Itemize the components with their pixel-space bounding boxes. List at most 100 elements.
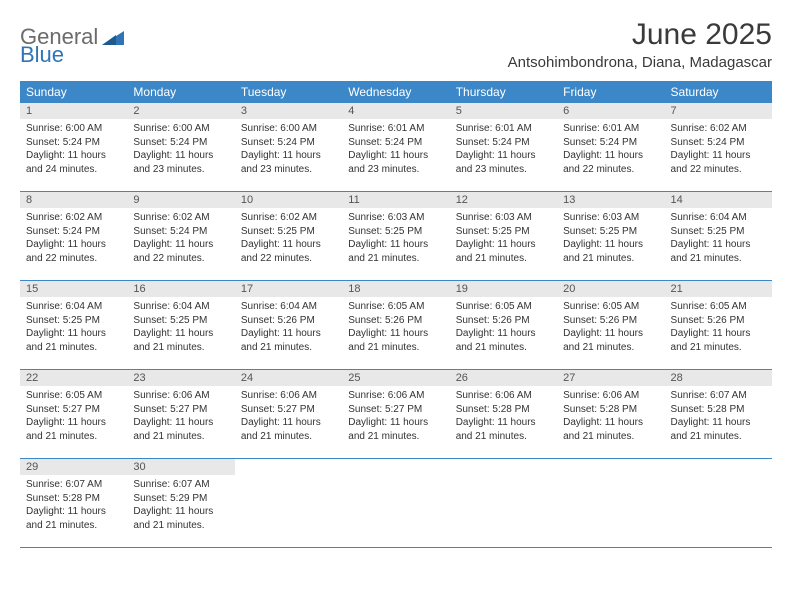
day-cell: 17Sunrise: 6:04 AMSunset: 5:26 PMDayligh… — [235, 281, 342, 369]
day-number: 17 — [235, 281, 342, 297]
dow-tuesday: Tuesday — [235, 81, 342, 103]
day-number: 26 — [450, 370, 557, 386]
day-line: Daylight: 11 hours — [133, 327, 228, 341]
day-body: Sunrise: 6:04 AMSunset: 5:26 PMDaylight:… — [235, 297, 342, 358]
dow-thursday: Thursday — [450, 81, 557, 103]
day-cell: 13Sunrise: 6:03 AMSunset: 5:25 PMDayligh… — [557, 192, 664, 280]
day-line: Sunrise: 6:06 AM — [563, 389, 658, 403]
day-number: 20 — [557, 281, 664, 297]
day-cell: 10Sunrise: 6:02 AMSunset: 5:25 PMDayligh… — [235, 192, 342, 280]
day-cell: 12Sunrise: 6:03 AMSunset: 5:25 PMDayligh… — [450, 192, 557, 280]
day-line: Sunrise: 6:01 AM — [456, 122, 551, 136]
day-line: Daylight: 11 hours — [26, 327, 121, 341]
day-number: 10 — [235, 192, 342, 208]
day-line: Daylight: 11 hours — [26, 416, 121, 430]
day-line: Sunset: 5:24 PM — [26, 225, 121, 239]
day-line: Daylight: 11 hours — [563, 327, 658, 341]
day-body: Sunrise: 6:02 AMSunset: 5:24 PMDaylight:… — [127, 208, 234, 269]
day-cell: 15Sunrise: 6:04 AMSunset: 5:25 PMDayligh… — [20, 281, 127, 369]
day-cell: 1Sunrise: 6:00 AMSunset: 5:24 PMDaylight… — [20, 103, 127, 191]
day-line: Daylight: 11 hours — [348, 416, 443, 430]
day-number: 22 — [20, 370, 127, 386]
day-body: Sunrise: 6:06 AMSunset: 5:27 PMDaylight:… — [342, 386, 449, 447]
day-body: Sunrise: 6:01 AMSunset: 5:24 PMDaylight:… — [557, 119, 664, 180]
day-line: Sunrise: 6:04 AM — [133, 300, 228, 314]
day-cell: 29Sunrise: 6:07 AMSunset: 5:28 PMDayligh… — [20, 459, 127, 547]
day-line: Daylight: 11 hours — [26, 149, 121, 163]
day-number: 23 — [127, 370, 234, 386]
day-line: Sunset: 5:26 PM — [348, 314, 443, 328]
day-line: Sunset: 5:27 PM — [133, 403, 228, 417]
day-number: 24 — [235, 370, 342, 386]
day-cell — [235, 459, 342, 547]
day-line: Sunrise: 6:03 AM — [348, 211, 443, 225]
day-number: 12 — [450, 192, 557, 208]
calendar-page: General June 2025 Antsohimbondrona, Dian… — [0, 0, 792, 558]
day-cell: 28Sunrise: 6:07 AMSunset: 5:28 PMDayligh… — [665, 370, 772, 458]
day-line: Sunrise: 6:06 AM — [348, 389, 443, 403]
day-line: Sunset: 5:24 PM — [133, 136, 228, 150]
day-number: 14 — [665, 192, 772, 208]
day-line: Sunrise: 6:02 AM — [241, 211, 336, 225]
day-line: and 21 minutes. — [563, 252, 658, 266]
day-line: Sunrise: 6:03 AM — [456, 211, 551, 225]
day-body: Sunrise: 6:04 AMSunset: 5:25 PMDaylight:… — [20, 297, 127, 358]
day-body: Sunrise: 6:00 AMSunset: 5:24 PMDaylight:… — [235, 119, 342, 180]
day-number: 7 — [665, 103, 772, 119]
day-number: 16 — [127, 281, 234, 297]
day-body: Sunrise: 6:05 AMSunset: 5:26 PMDaylight:… — [450, 297, 557, 358]
day-number: 9 — [127, 192, 234, 208]
day-cell: 24Sunrise: 6:06 AMSunset: 5:27 PMDayligh… — [235, 370, 342, 458]
day-body: Sunrise: 6:05 AMSunset: 5:26 PMDaylight:… — [557, 297, 664, 358]
day-cell: 4Sunrise: 6:01 AMSunset: 5:24 PMDaylight… — [342, 103, 449, 191]
week-row: 1Sunrise: 6:00 AMSunset: 5:24 PMDaylight… — [20, 103, 772, 192]
day-line: Sunrise: 6:04 AM — [26, 300, 121, 314]
day-line: Sunrise: 6:05 AM — [26, 389, 121, 403]
day-number: 27 — [557, 370, 664, 386]
day-body: Sunrise: 6:01 AMSunset: 5:24 PMDaylight:… — [450, 119, 557, 180]
day-line: Sunrise: 6:01 AM — [348, 122, 443, 136]
day-line: Daylight: 11 hours — [456, 149, 551, 163]
dow-header-row: Sunday Monday Tuesday Wednesday Thursday… — [20, 81, 772, 103]
day-line: and 21 minutes. — [241, 430, 336, 444]
day-body: Sunrise: 6:05 AMSunset: 5:26 PMDaylight:… — [665, 297, 772, 358]
day-body: Sunrise: 6:04 AMSunset: 5:25 PMDaylight:… — [127, 297, 234, 358]
day-line: and 21 minutes. — [348, 341, 443, 355]
day-line: Sunrise: 6:03 AM — [563, 211, 658, 225]
day-body: Sunrise: 6:07 AMSunset: 5:28 PMDaylight:… — [665, 386, 772, 447]
day-number: 11 — [342, 192, 449, 208]
day-line: Daylight: 11 hours — [241, 149, 336, 163]
day-body: Sunrise: 6:03 AMSunset: 5:25 PMDaylight:… — [450, 208, 557, 269]
day-line: Sunrise: 6:04 AM — [671, 211, 766, 225]
day-line: Sunset: 5:24 PM — [26, 136, 121, 150]
day-cell: 23Sunrise: 6:06 AMSunset: 5:27 PMDayligh… — [127, 370, 234, 458]
day-line: Sunset: 5:28 PM — [671, 403, 766, 417]
day-number: 8 — [20, 192, 127, 208]
day-line: and 22 minutes. — [26, 252, 121, 266]
day-line: Sunset: 5:24 PM — [133, 225, 228, 239]
week-row: 22Sunrise: 6:05 AMSunset: 5:27 PMDayligh… — [20, 370, 772, 459]
day-line: Sunrise: 6:00 AM — [241, 122, 336, 136]
day-cell: 8Sunrise: 6:02 AMSunset: 5:24 PMDaylight… — [20, 192, 127, 280]
day-line: Sunset: 5:27 PM — [348, 403, 443, 417]
weeks-container: 1Sunrise: 6:00 AMSunset: 5:24 PMDaylight… — [20, 103, 772, 548]
day-line: and 21 minutes. — [348, 430, 443, 444]
day-cell: 26Sunrise: 6:06 AMSunset: 5:28 PMDayligh… — [450, 370, 557, 458]
day-cell: 5Sunrise: 6:01 AMSunset: 5:24 PMDaylight… — [450, 103, 557, 191]
day-line: Sunset: 5:25 PM — [456, 225, 551, 239]
day-line: Sunset: 5:24 PM — [241, 136, 336, 150]
day-line: and 21 minutes. — [563, 430, 658, 444]
day-line: Sunrise: 6:07 AM — [26, 478, 121, 492]
day-line: and 23 minutes. — [133, 163, 228, 177]
day-cell — [450, 459, 557, 547]
day-line: Daylight: 11 hours — [563, 149, 658, 163]
day-cell: 21Sunrise: 6:05 AMSunset: 5:26 PMDayligh… — [665, 281, 772, 369]
day-cell: 7Sunrise: 6:02 AMSunset: 5:24 PMDaylight… — [665, 103, 772, 191]
day-line: Daylight: 11 hours — [26, 505, 121, 519]
day-line: Daylight: 11 hours — [133, 149, 228, 163]
day-body: Sunrise: 6:02 AMSunset: 5:24 PMDaylight:… — [20, 208, 127, 269]
day-line: Sunrise: 6:05 AM — [348, 300, 443, 314]
day-line: Sunset: 5:28 PM — [26, 492, 121, 506]
day-line: Sunrise: 6:05 AM — [671, 300, 766, 314]
day-body: Sunrise: 6:02 AMSunset: 5:25 PMDaylight:… — [235, 208, 342, 269]
